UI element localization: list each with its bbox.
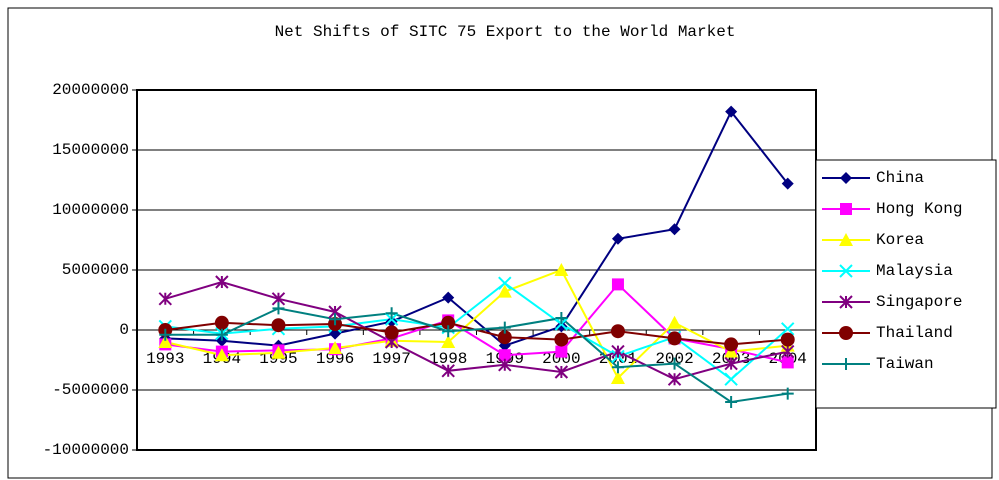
chart-title: Net Shifts of SITC 75 Export to the Worl… — [275, 23, 736, 41]
data-point — [781, 356, 794, 369]
data-point — [724, 372, 738, 386]
data-point — [158, 335, 173, 348]
x-tick-label: 1998 — [429, 350, 467, 368]
legend-marker — [840, 203, 852, 215]
data-point — [441, 364, 455, 378]
data-point — [442, 325, 455, 338]
data-point — [497, 284, 512, 298]
data-point — [442, 291, 455, 304]
data-point — [555, 345, 568, 358]
y-tick-label: -5000000 — [52, 381, 129, 399]
data-point — [667, 372, 682, 386]
data-point — [781, 387, 794, 400]
data-point — [498, 358, 512, 372]
data-point — [441, 315, 456, 330]
data-point — [668, 357, 681, 370]
y-tick-label: 10000000 — [52, 201, 129, 219]
data-point — [214, 348, 229, 362]
data-point — [724, 337, 739, 352]
legend-marker — [840, 172, 852, 184]
data-point — [498, 349, 511, 362]
data-point — [554, 263, 569, 276]
data-point — [668, 223, 681, 236]
legend-marker — [839, 295, 853, 309]
data-point — [158, 292, 172, 306]
data-point — [781, 322, 795, 336]
x-tick-label: 2000 — [542, 350, 580, 368]
data-point — [555, 320, 568, 333]
data-point — [215, 328, 228, 341]
data-point — [610, 371, 625, 384]
legend-label: Malaysia — [876, 262, 953, 280]
data-point — [272, 302, 285, 315]
legend-marker — [840, 358, 852, 370]
series-line — [165, 268, 788, 380]
y-tick-label: 5000000 — [62, 261, 129, 279]
data-point — [385, 315, 398, 328]
data-point — [667, 331, 682, 346]
legend-marker — [839, 326, 853, 340]
x-tick-label: 1995 — [259, 350, 297, 368]
legend-label: Hong Kong — [876, 200, 962, 218]
data-point — [271, 318, 286, 333]
data-point — [159, 328, 172, 341]
data-point — [781, 344, 795, 359]
data-point — [725, 105, 738, 118]
data-point — [554, 365, 569, 379]
legend-label: China — [876, 169, 924, 187]
data-point — [610, 324, 625, 339]
data-point — [441, 335, 456, 348]
x-tick-label: 1997 — [372, 350, 410, 368]
data-point — [611, 232, 624, 245]
data-point — [724, 356, 738, 371]
data-point — [725, 396, 738, 408]
data-point — [611, 361, 624, 374]
y-tick-label: 15000000 — [52, 141, 129, 159]
series-line — [165, 281, 789, 381]
series-line — [165, 109, 789, 347]
series-line — [165, 307, 788, 404]
data-point — [667, 315, 682, 329]
y-tick-label: 0 — [119, 321, 129, 339]
data-point — [498, 276, 512, 290]
x-tick-label: 1993 — [146, 350, 184, 368]
data-point — [329, 313, 342, 326]
data-point — [781, 177, 794, 190]
y-tick-label: 20000000 — [52, 81, 129, 99]
x-tick-label: 1996 — [316, 350, 354, 368]
data-point — [214, 315, 229, 330]
data-point — [611, 344, 625, 359]
data-point — [555, 312, 568, 324]
legend-marker — [839, 233, 853, 246]
legend-marker — [839, 264, 853, 278]
legend-label: Taiwan — [876, 355, 934, 373]
data-point — [497, 330, 512, 345]
data-point — [328, 341, 343, 354]
data-point — [611, 278, 624, 291]
data-point — [385, 307, 398, 320]
legend-label: Thailand — [876, 324, 953, 342]
data-point — [271, 345, 286, 359]
data-point — [780, 332, 795, 347]
legend-label: Korea — [876, 231, 924, 249]
data-point — [384, 325, 399, 340]
legend-label: Singapore — [876, 293, 962, 311]
data-point — [215, 275, 229, 289]
y-tick-label: -10000000 — [43, 441, 129, 459]
data-point — [498, 321, 511, 334]
data-point — [554, 332, 569, 347]
series-line — [165, 280, 788, 381]
